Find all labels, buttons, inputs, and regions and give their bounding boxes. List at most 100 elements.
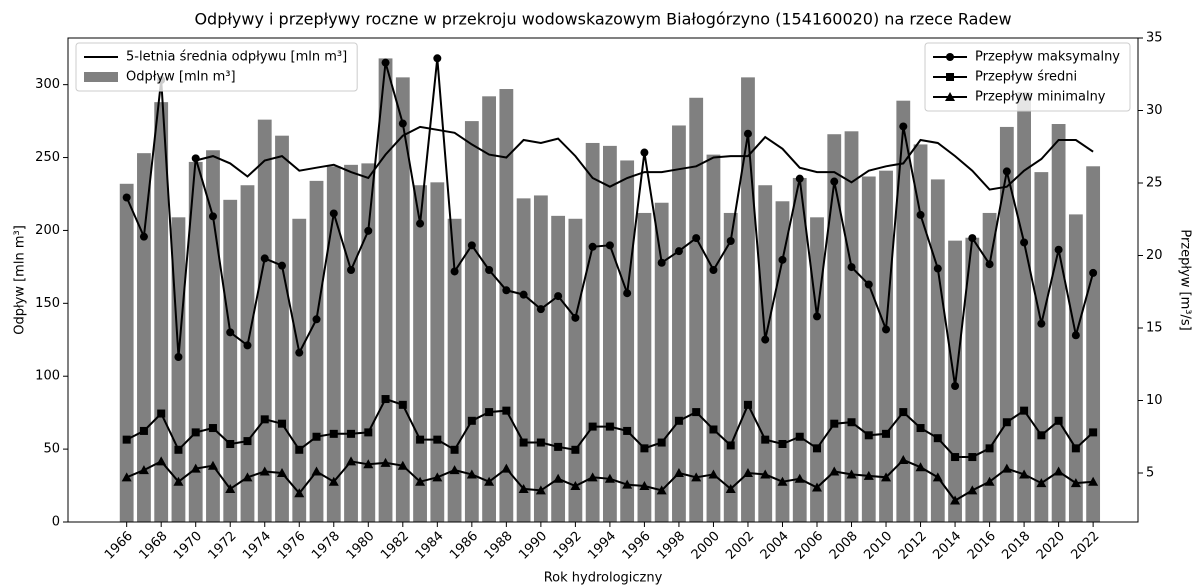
marker [864,280,873,289]
bar [879,170,893,522]
marker [692,234,701,243]
marker [623,426,632,435]
marker [571,313,580,322]
marker [829,466,840,476]
marker [260,254,269,263]
marker [967,485,978,495]
marker [156,456,167,466]
marker [1037,319,1046,328]
marker [1019,469,1030,479]
x-tick-label: 1978 [309,529,343,563]
marker [882,325,891,334]
bar [637,212,652,522]
marker [139,426,148,435]
bar [844,131,859,522]
marker [226,439,235,448]
marker [916,210,925,219]
marker [946,53,955,61]
x-tick-label: 2010 [861,529,895,563]
legend-label: Odpływ [mln m³] [126,70,236,85]
marker [1054,245,1063,254]
bar [482,96,496,522]
marker [692,408,701,417]
bar [568,218,583,522]
y2-tick-label: 15 [1146,320,1163,335]
legend-box [924,42,1131,112]
marker [190,463,201,473]
marker [950,495,961,505]
marker [312,432,321,441]
marker [311,466,322,476]
x-tick-label: 1976 [275,529,309,563]
marker [743,129,752,138]
marker [587,472,598,482]
marker [207,460,218,470]
x-tick-label: 2000 [689,529,723,563]
x-axis-label: Rok hydrologiczny [544,571,663,586]
legend-label: Przepływ minimalny [975,90,1106,105]
marker [932,472,943,482]
x-tick-label: 1994 [585,529,619,563]
bar [292,218,307,522]
bar [257,119,272,523]
marker [795,174,804,183]
marker [881,472,892,482]
marker [295,445,304,454]
line [195,125,1094,191]
marker [846,469,857,479]
x-tick-label: 2020 [1034,529,1068,563]
bar [827,134,842,523]
marker [553,473,564,483]
marker [899,408,908,417]
marker [329,429,338,438]
x-tick-label: 1986 [447,529,481,563]
marker [485,265,494,274]
marker [243,437,252,446]
marker [622,479,633,489]
marker [761,335,770,344]
bar [603,145,617,522]
x-tick-label: 1966 [102,529,136,563]
bar [464,121,479,523]
bar [620,160,635,522]
marker [467,416,476,425]
marker [329,209,338,218]
marker [640,148,649,157]
bar [378,58,393,522]
x-tick-label: 1998 [654,529,688,563]
marker [743,400,752,409]
marker [882,429,891,438]
marker [139,232,148,241]
bar [1034,172,1049,522]
bar [654,202,669,523]
bar [810,217,824,523]
marker [656,485,667,495]
y-tick-label: 250 [35,150,60,165]
marker [571,445,580,454]
x-tick-label: 2014 [930,529,964,563]
bar [1017,91,1031,522]
bar [672,125,686,522]
marker [398,400,407,409]
x-tick-label: 1996 [620,529,654,563]
marker [623,289,632,298]
marker [812,482,822,492]
legend: 5-letnia średnia odpływu [mln m³] Odpływ … [75,42,358,92]
marker [485,408,494,417]
x-tick-label: 2016 [965,529,999,563]
marker [501,463,512,473]
marker [381,58,390,67]
y-axis-label: Odpływ [mln m³] [13,225,28,335]
marker [450,267,459,276]
x-tick-label: 2022 [1068,529,1102,563]
bar [395,77,410,522]
bar [723,212,738,522]
marker [416,219,425,228]
marker [639,481,650,491]
marker [295,348,304,357]
marker [554,292,563,301]
y-tick-label: 300 [35,77,60,92]
marker [605,241,614,250]
marker [725,483,736,493]
marker [347,429,356,438]
